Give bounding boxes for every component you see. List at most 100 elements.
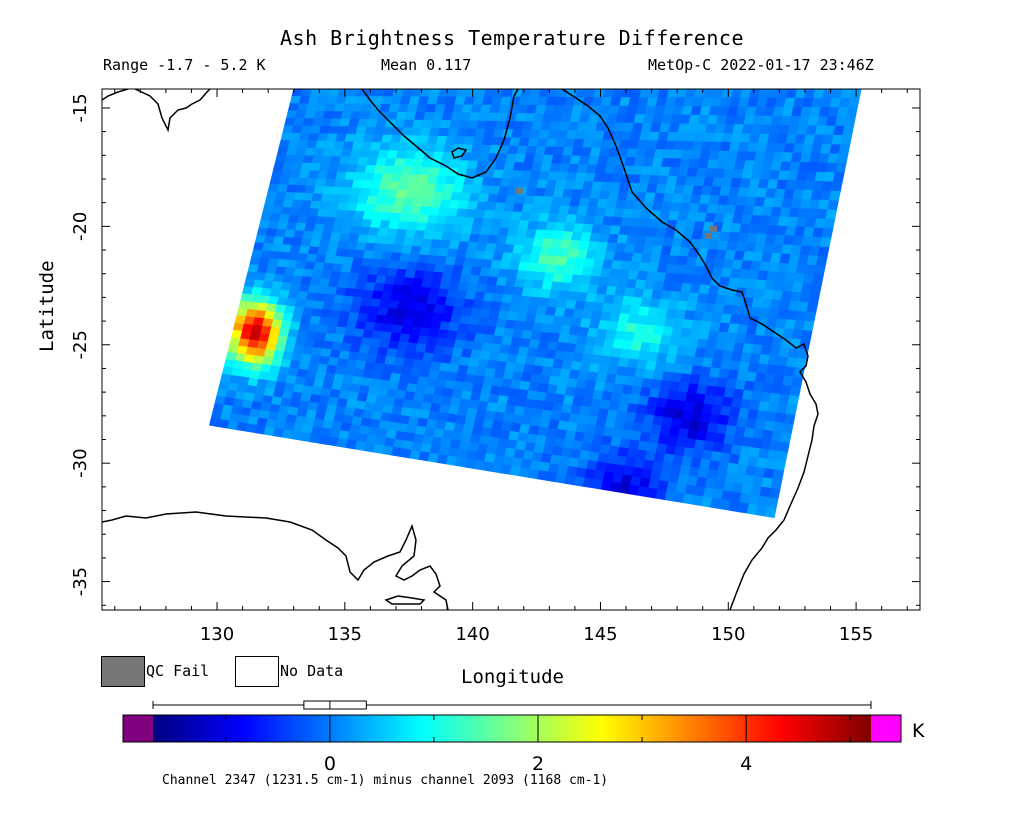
colorbar-segment — [176, 715, 182, 742]
colorbar-segment — [440, 715, 445, 742]
colorbar-segment — [484, 715, 489, 742]
colorbar-segment — [352, 715, 358, 742]
colorbar-segment — [244, 715, 250, 742]
colorbar-segment — [819, 715, 824, 742]
y-tick-label: -35 — [70, 567, 91, 596]
colorbar-segment — [583, 715, 589, 742]
colorbar-segment — [228, 715, 234, 742]
swath-cell — [772, 469, 785, 481]
colorbar-segment — [348, 715, 354, 742]
colorbar-segment — [460, 715, 465, 742]
colorbar-segment — [280, 715, 286, 742]
colorbar-segment — [216, 715, 222, 742]
colorbar-segment — [240, 715, 246, 742]
colorbar-segment — [276, 715, 282, 742]
swath-cell — [789, 385, 802, 397]
colorbar-segment — [551, 715, 557, 742]
colorbar: 0 2 4 — [122, 700, 902, 775]
colorbar-segment — [575, 715, 581, 742]
colorbar-segment — [851, 715, 856, 742]
coastline-north-australia — [102, 89, 211, 133]
swath-cell — [823, 218, 836, 230]
colorbar-segment — [336, 715, 342, 742]
colorbar-segment — [388, 715, 393, 742]
colorbar-segment — [172, 715, 178, 742]
colorbar-segment — [827, 715, 832, 742]
colorbar-segment — [156, 715, 162, 742]
colorbar-segment — [420, 715, 425, 742]
colorbar-segment — [204, 715, 210, 742]
swath-cell — [800, 330, 813, 341]
colorbar-segment — [396, 715, 401, 742]
colorbar-segment — [444, 715, 449, 742]
swath-cell — [847, 98, 860, 108]
colorbar-segment — [831, 715, 836, 742]
colorbar-segment — [452, 715, 457, 742]
colorbar-segment — [384, 715, 389, 742]
colorbar-segment — [476, 715, 481, 742]
colorbar-over — [871, 715, 901, 742]
swath-cell — [812, 274, 824, 286]
colorbar-segment — [543, 715, 549, 742]
colorbar-segment — [180, 715, 186, 742]
colorbar-segment — [500, 715, 505, 742]
colorbar-segment — [200, 715, 206, 742]
y-tick-label: -30 — [70, 448, 91, 477]
colorbar-segment — [607, 715, 613, 742]
colorbar-segment — [196, 715, 202, 742]
swath-cell — [827, 200, 839, 211]
colorbar-segment — [599, 715, 605, 742]
swath-cell — [829, 190, 841, 202]
colorbar-segment — [400, 715, 405, 742]
colorbar-segment — [448, 715, 453, 742]
colorbar-segment — [799, 715, 804, 742]
colorbar-segment — [823, 715, 828, 742]
qc-fail-label: QC Fail — [146, 662, 210, 680]
colorbar-segment — [184, 715, 190, 742]
swath-cell — [787, 395, 800, 407]
colorbar-segment — [284, 715, 290, 742]
swath-cell — [791, 376, 803, 388]
colorbar-segment — [807, 715, 812, 742]
colorbar-segment — [847, 715, 852, 742]
colorbar-segment — [747, 715, 752, 742]
colorbar-segment — [340, 715, 346, 742]
colorbar-segment — [587, 715, 593, 742]
colorbar-segment — [843, 715, 848, 742]
colorbar-segment — [679, 715, 685, 742]
colorbar-segment — [811, 715, 816, 742]
colorbar-segment — [591, 715, 597, 742]
colorbar-segment — [308, 715, 314, 742]
colorbar-segment — [428, 715, 433, 742]
swath-cell — [819, 237, 832, 248]
colorbar-segment — [723, 715, 728, 742]
colorbar-segment — [236, 715, 242, 742]
colorbar-segment — [603, 715, 609, 742]
colorbar-segment — [675, 715, 681, 742]
swath-cell — [764, 506, 777, 518]
colorbar-under — [123, 715, 153, 742]
colorbar-segment — [304, 715, 310, 742]
colorbar-segment — [332, 715, 338, 742]
colorbar-segment — [328, 715, 334, 742]
swath-cell — [806, 302, 819, 313]
boxplot-box — [303, 700, 367, 710]
colorbar-segment — [623, 715, 629, 742]
swath-cell — [810, 283, 822, 295]
mean-text: Mean 0.117 — [381, 56, 472, 74]
colorbar-segment — [867, 715, 872, 742]
colorbar-tick-label: 4 — [740, 753, 752, 775]
colorbar-segment — [731, 715, 736, 742]
colorbar-segment — [795, 715, 800, 742]
swath-cell — [832, 172, 845, 183]
swath-cell — [834, 162, 847, 174]
colorbar-segment — [739, 715, 744, 742]
colorbar-segment — [527, 715, 533, 742]
colorbar-segment — [260, 715, 266, 742]
colorbar-segment — [508, 715, 513, 742]
colorbar-segment — [376, 715, 381, 742]
colorbar-segment — [663, 715, 669, 742]
colorbar-segment — [683, 715, 689, 742]
colorbar-segment — [436, 715, 441, 742]
